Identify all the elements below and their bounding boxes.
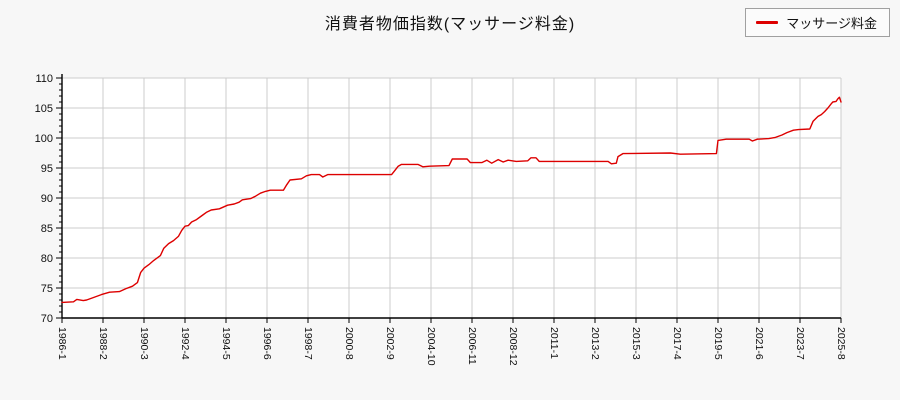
x-axis-tick-label: 1986-1 [56, 327, 68, 360]
y-axis-tick-label: 85 [41, 223, 53, 235]
y-axis-tick-label: 80 [41, 253, 53, 265]
cpi-series-line [61, 96, 842, 304]
y-axis-tick-label: 95 [41, 163, 53, 175]
y-axis-tick-label: 75 [41, 283, 53, 295]
y-axis-tick-label: 70 [41, 313, 53, 325]
legend-line-swatch [756, 21, 779, 24]
x-axis-tick-label: 2021-6 [753, 327, 765, 360]
x-axis-tick-label: 2006-11 [466, 327, 478, 365]
x-axis-tick-label: 2002-9 [384, 327, 396, 360]
x-axis-tick-label: 2000-8 [343, 327, 355, 360]
y-axis-tick-label: 100 [35, 133, 53, 145]
x-axis-tick-label: 2008-12 [507, 327, 519, 366]
x-axis-tick-label: 2011-1 [548, 327, 560, 359]
x-axis-tick-label: 2004-10 [425, 327, 437, 366]
legend-label: マッサージ料金 [786, 16, 877, 31]
x-axis-tick-label: 2013-2 [589, 327, 601, 360]
x-axis-tick-label: 1996-6 [261, 327, 273, 360]
x-axis-tick-label: 1998-7 [302, 327, 314, 360]
x-axis-tick-label: 2015-3 [630, 327, 642, 360]
x-axis-tick-label: 2023-7 [794, 327, 806, 360]
x-axis-tick-label: 2017-4 [671, 327, 683, 360]
x-axis-tick-label: 1988-2 [97, 327, 109, 360]
legend: マッサージ料金 [745, 8, 890, 37]
x-axis-tick-label: 2019-5 [712, 327, 724, 360]
chart-title: 消費者物価指数(マッサージ料金) [324, 16, 576, 33]
y-axis-tick-label: 110 [35, 73, 53, 85]
y-axis-tick-label: 90 [41, 193, 53, 205]
x-axis-tick-label: 1990-3 [138, 327, 150, 360]
y-axis-tick-label: 105 [35, 103, 53, 115]
x-axis-tick-label: 1994-5 [220, 327, 232, 360]
x-axis-tick-label: 1992-4 [179, 327, 191, 360]
x-axis-tick-label: 2025-8 [835, 327, 847, 360]
